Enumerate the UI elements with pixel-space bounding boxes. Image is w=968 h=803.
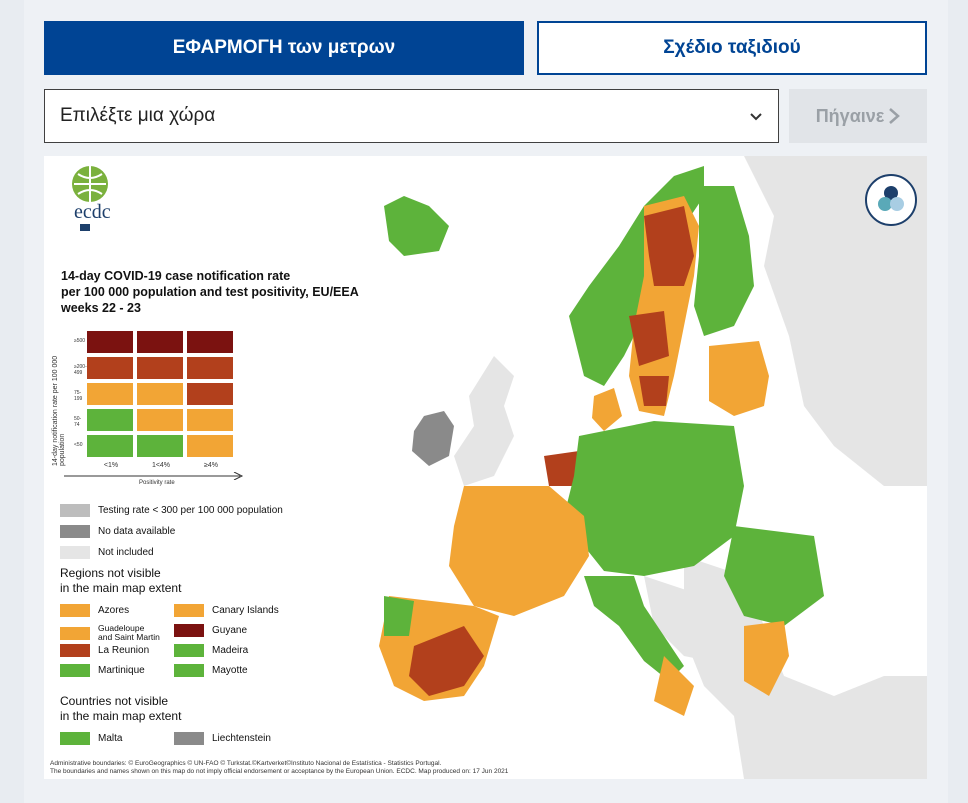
circles-icon bbox=[878, 186, 904, 211]
country-select-placeholder: Επιλέξτε μια χώρα bbox=[60, 105, 216, 126]
view-toggle-button[interactable] bbox=[865, 174, 917, 226]
chevron-right-icon bbox=[889, 108, 901, 124]
go-button-label: Πήγαινε bbox=[815, 105, 885, 126]
country-select[interactable]: Επιλέξτε μια χώρα bbox=[44, 89, 779, 143]
travel-plan-tab-button[interactable]: Σχέδιο ταξιδιού bbox=[537, 21, 927, 75]
europe-map bbox=[44, 156, 927, 779]
go-button: Πήγαινε bbox=[789, 89, 927, 143]
chevron-down-icon bbox=[750, 113, 762, 121]
measures-tab-button[interactable]: ΕΦΑΡΜΟΓΗ των μετρων bbox=[44, 21, 524, 75]
covid-map-panel: ecdc 14-day COVID-19 case notification r… bbox=[44, 156, 927, 779]
